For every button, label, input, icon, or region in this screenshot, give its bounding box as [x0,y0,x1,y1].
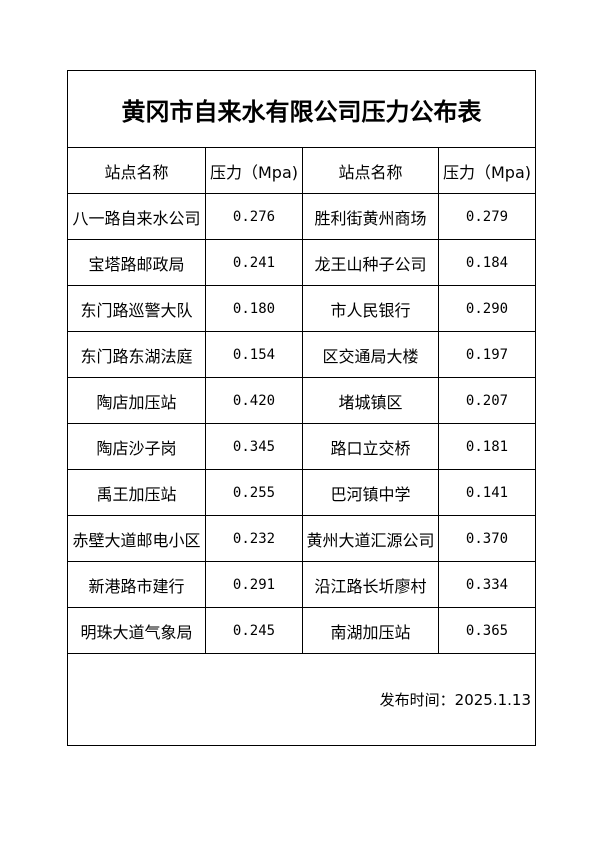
station-name: 巴河镇中学 [302,469,439,516]
table-row: 明珠大道气象局 0.245 南湖加压站 0.365 [67,607,536,654]
table-row: 新港路市建行 0.291 沿江路长圻廖村 0.334 [67,561,536,608]
station-name: 市人民银行 [302,285,439,332]
station-name: 明珠大道气象局 [67,607,206,654]
station-name: 黄州大道汇源公司 [302,515,439,562]
station-name: 南湖加压站 [302,607,439,654]
station-name: 龙王山种子公司 [302,239,439,286]
pressure-value: 0.345 [205,423,303,470]
pressure-value: 0.420 [205,377,303,424]
pressure-table: 黄冈市自来水有限公司压力公布表 站点名称 压力（Mpa) 站点名称 压力（Mpa… [67,70,536,746]
pressure-value: 0.291 [205,561,303,608]
pressure-value: 0.255 [205,469,303,516]
station-name: 禹王加压站 [67,469,206,516]
table-row: 东门路巡警大队 0.180 市人民银行 0.290 [67,285,536,332]
station-name: 沿江路长圻廖村 [302,561,439,608]
pressure-value: 0.181 [438,423,536,470]
station-name: 陶店沙子岗 [67,423,206,470]
table-row: 禹王加压站 0.255 巴河镇中学 0.141 [67,469,536,516]
column-header: 压力（Mpa) [205,147,303,194]
table-row: 八一路自来水公司 0.276 胜利街黄州商场 0.279 [67,193,536,240]
pressure-value: 0.207 [438,377,536,424]
pressure-value: 0.279 [438,193,536,240]
station-name: 宝塔路邮政局 [67,239,206,286]
table-row: 陶店沙子岗 0.345 路口立交桥 0.181 [67,423,536,470]
column-header: 压力（Mpa) [438,147,536,194]
station-name: 陶店加压站 [67,377,206,424]
station-name: 区交通局大楼 [302,331,439,378]
station-name: 东门路东湖法庭 [67,331,206,378]
pressure-value: 0.232 [205,515,303,562]
pressure-value: 0.184 [438,239,536,286]
pressure-value: 0.370 [438,515,536,562]
pressure-value: 0.290 [438,285,536,332]
station-name: 东门路巡警大队 [67,285,206,332]
publish-date: 发布时间：2025.1.13 [67,653,536,746]
pressure-value: 0.180 [205,285,303,332]
station-name: 新港路市建行 [67,561,206,608]
station-name: 八一路自来水公司 [67,193,206,240]
table-row: 赤壁大道邮电小区 0.232 黄州大道汇源公司 0.370 [67,515,536,562]
station-name: 赤壁大道邮电小区 [67,515,206,562]
station-name: 堵城镇区 [302,377,439,424]
table-row: 陶店加压站 0.420 堵城镇区 0.207 [67,377,536,424]
pressure-value: 0.154 [205,331,303,378]
pressure-value: 0.276 [205,193,303,240]
pressure-value: 0.334 [438,561,536,608]
pressure-value: 0.241 [205,239,303,286]
table-header: 站点名称 压力（Mpa) 站点名称 压力（Mpa) [67,147,536,194]
pressure-value: 0.365 [438,607,536,654]
table-row: 宝塔路邮政局 0.241 龙王山种子公司 0.184 [67,239,536,286]
column-header: 站点名称 [67,147,206,194]
pressure-value: 0.141 [438,469,536,516]
station-name: 胜利街黄州商场 [302,193,439,240]
pressure-value: 0.197 [438,331,536,378]
column-header: 站点名称 [302,147,439,194]
page-title: 黄冈市自来水有限公司压力公布表 [67,70,536,148]
table-row: 东门路东湖法庭 0.154 区交通局大楼 0.197 [67,331,536,378]
pressure-value: 0.245 [205,607,303,654]
station-name: 路口立交桥 [302,423,439,470]
